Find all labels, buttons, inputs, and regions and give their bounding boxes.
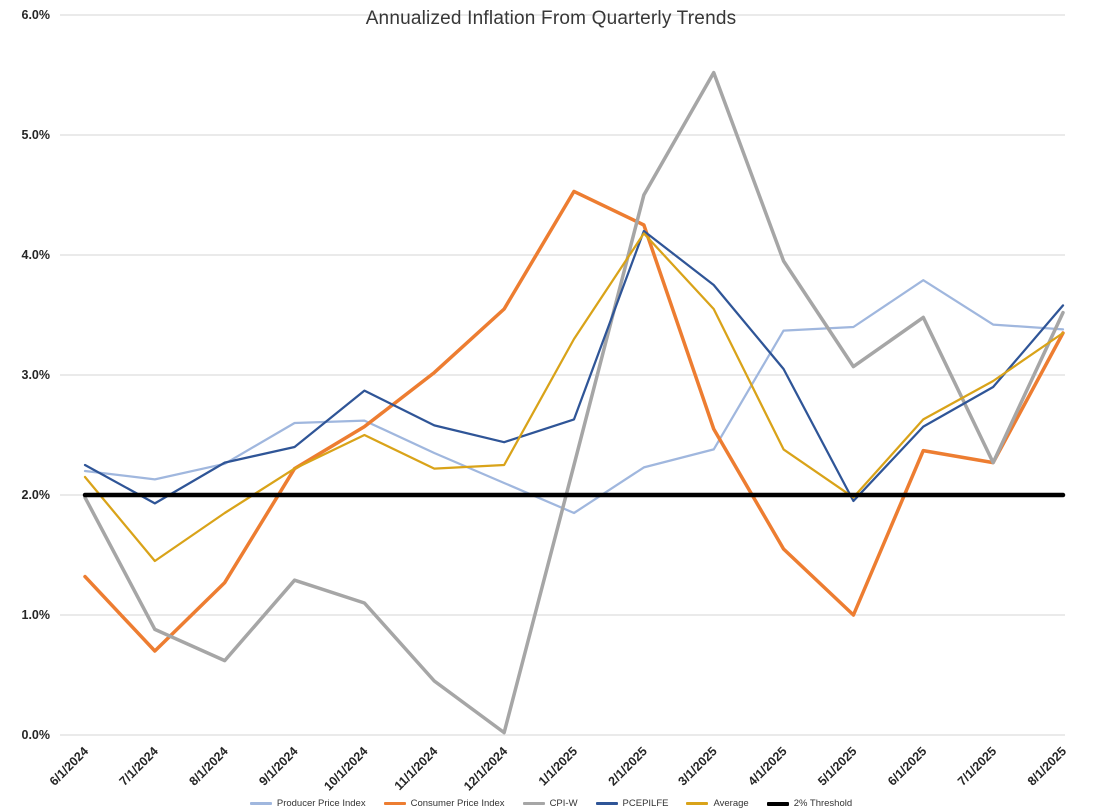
y-axis-tick-label: 6.0% bbox=[22, 8, 51, 22]
legend-line-swatch bbox=[686, 802, 709, 805]
x-axis-tick-label: 9/1/2024 bbox=[256, 744, 300, 788]
series-cpi-w bbox=[83, 70, 1065, 735]
y-axis-tick-label: 2.0% bbox=[22, 488, 51, 502]
legend-line-swatch bbox=[766, 801, 789, 806]
y-axis-tick-label: 1.0% bbox=[22, 608, 51, 622]
legend-label: CPI-W bbox=[549, 798, 578, 809]
x-axis-tick-label: 4/1/2025 bbox=[745, 744, 789, 788]
y-axis-tick-label: 4.0% bbox=[22, 248, 51, 262]
x-axis-tick-label: 10/1/2024 bbox=[321, 744, 370, 793]
legend-line-swatch bbox=[249, 802, 272, 805]
x-axis-tick-label: 12/1/2024 bbox=[461, 744, 510, 793]
legend-line-swatch bbox=[595, 802, 618, 805]
legend: Producer Price Index Consumer Price Index… bbox=[0, 798, 1102, 809]
series-pcepilfe bbox=[83, 229, 1065, 505]
legend-item-producer-price-index: Producer Price Index bbox=[249, 798, 366, 809]
x-axis-tick-label: 2/1/2025 bbox=[606, 744, 650, 788]
legend-item-pcepilfe: PCEPILFE bbox=[595, 798, 669, 809]
x-axis-tick-label: 6/1/2025 bbox=[885, 744, 929, 788]
x-axis-tick-label: 8/1/2025 bbox=[1025, 744, 1069, 788]
legend-label: Producer Price Index bbox=[276, 798, 366, 809]
x-axis-tick-label: 5/1/2025 bbox=[815, 744, 859, 788]
series-average bbox=[83, 232, 1065, 563]
x-axis-tick-label: 7/1/2024 bbox=[117, 744, 161, 788]
legend-line-swatch bbox=[383, 801, 406, 806]
y-axis-tick-label: 5.0% bbox=[22, 128, 51, 142]
series-consumer-price-index bbox=[83, 189, 1065, 653]
x-axis-tick-label: 1/1/2025 bbox=[536, 744, 580, 788]
x-axis-tick-label: 8/1/2024 bbox=[187, 744, 231, 788]
x-axis-tick-label: 11/1/2024 bbox=[392, 744, 441, 793]
x-axis-tick-label: 6/1/2024 bbox=[47, 744, 91, 788]
legend-item-2-threshold: 2% Threshold bbox=[766, 798, 853, 809]
legend-label: Consumer Price Index bbox=[410, 798, 505, 809]
legend-item-cpi-w: CPI-W bbox=[522, 798, 578, 809]
x-axis-tick-label: 3/1/2025 bbox=[676, 744, 720, 788]
x-axis-tick-label: 7/1/2025 bbox=[955, 744, 999, 788]
legend-item-average: Average bbox=[686, 798, 749, 809]
legend-line-swatch bbox=[522, 801, 545, 806]
legend-label: Average bbox=[713, 798, 749, 809]
series-producer-price-index bbox=[83, 279, 1065, 515]
y-axis-tick-label: 0.0% bbox=[22, 728, 51, 742]
legend-label: 2% Threshold bbox=[793, 798, 853, 809]
legend-item-consumer-price-index: Consumer Price Index bbox=[383, 798, 505, 809]
legend-label: PCEPILFE bbox=[622, 798, 669, 809]
y-axis-tick-label: 3.0% bbox=[22, 368, 51, 382]
chart-title: Annualized Inflation From Quarterly Tren… bbox=[365, 8, 737, 29]
